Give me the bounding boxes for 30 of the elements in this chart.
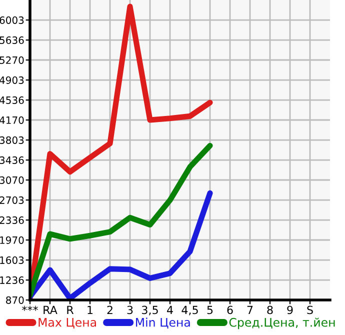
x-tick-label: *** [22,306,38,311]
legend-label: Max Цена [38,318,96,328]
x-tick-label: 9 [287,306,293,314]
x-tick-label: 8 [267,306,273,314]
legend-label: Min Цена [136,318,190,328]
legend-label: Сред.Цена, т.йен [229,318,335,330]
y-tick-label: 870 [6,296,24,304]
y-tick-label: 5636 [0,36,24,44]
y-tick-label: 3803 [0,136,24,144]
y-tick-label: 5270 [0,56,24,64]
x-tick-label: 4,5 [182,306,198,316]
x-tick-label: 7 [247,306,253,314]
x-tick-label: 3,5 [142,306,158,316]
x-tick-label: 2 [107,306,112,314]
y-tick-label: 3436 [0,156,24,164]
y-tick-label: 1603 [0,256,24,264]
y-tick-label: 6003 [0,16,24,24]
x-tick-label: 4 [167,306,173,314]
y-tick-label: 2336 [0,216,24,224]
y-tick-label: 1236 [0,276,24,284]
x-tick-label: 3 [127,306,133,314]
y-tick-label: 3070 [0,176,24,184]
x-tick-label: R [67,306,74,314]
y-tick-label: 2703 [0,196,24,204]
x-tick-label: 1 [88,306,93,314]
x-tick-label: 5 [207,306,213,314]
x-tick-label: 6 [227,306,233,314]
y-tick-label: 1970 [0,236,24,244]
x-tick-label: S [307,306,313,314]
x-tick-label: RA [44,306,58,314]
